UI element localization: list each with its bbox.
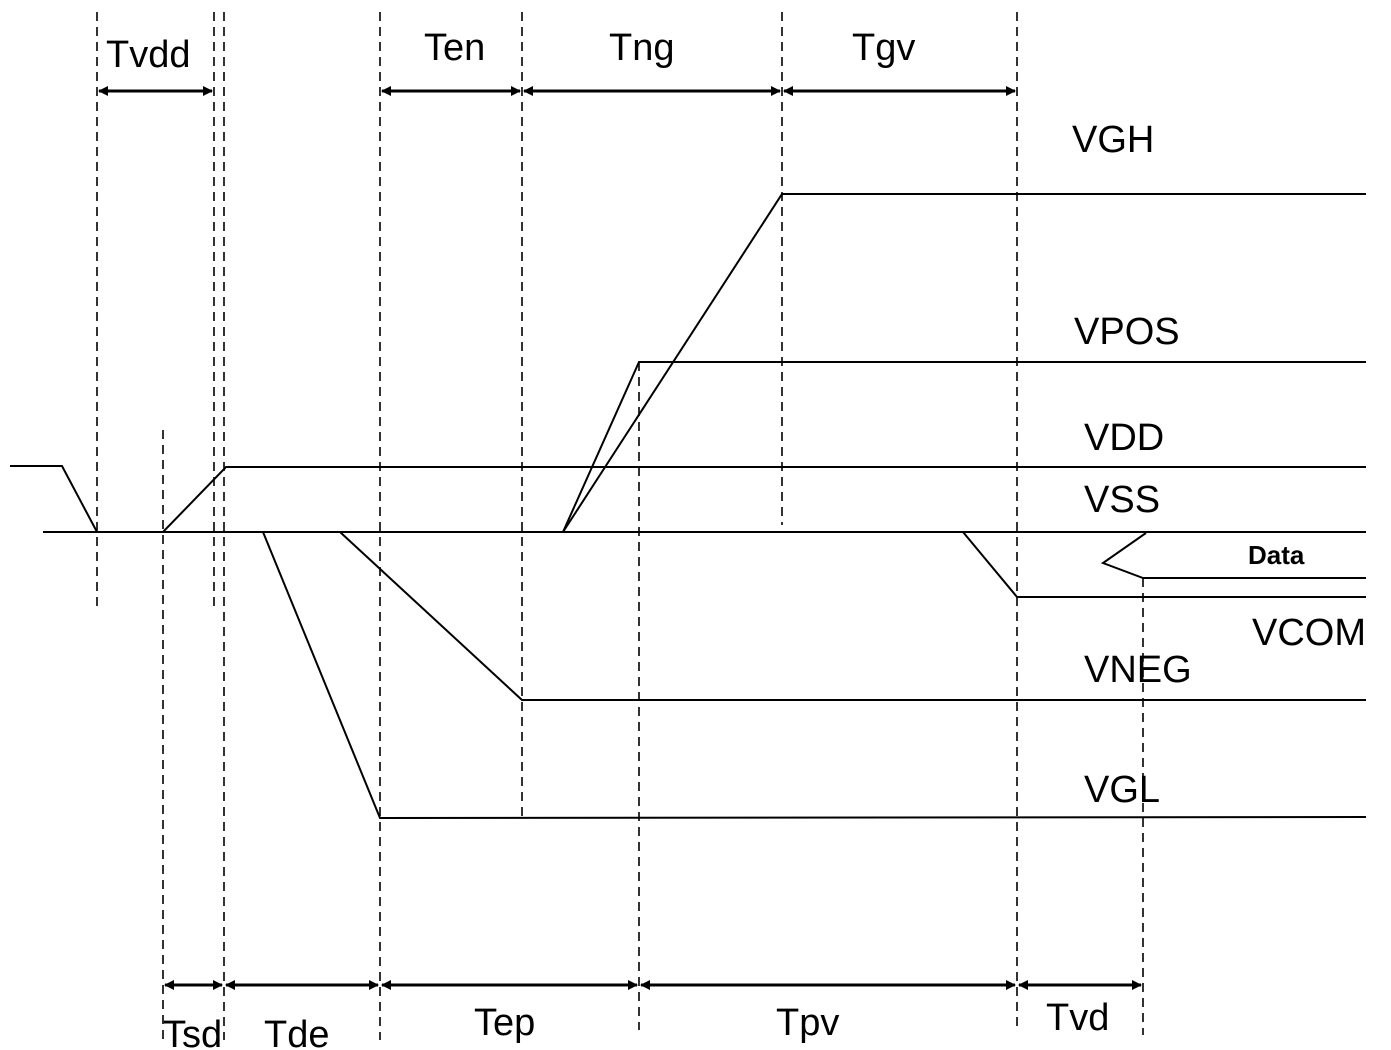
vcom-waveform	[963, 532, 1366, 597]
tvdd-label: Tvdd	[106, 34, 190, 76]
tpv-label: Tpv	[776, 1002, 839, 1044]
vpos-label: VPOS	[1074, 311, 1180, 353]
vneg-label: VNEG	[1084, 649, 1192, 691]
vdd-label: VDD	[1084, 417, 1164, 459]
vgh-label: VGH	[1072, 119, 1154, 161]
vss-label: VSS	[1084, 479, 1160, 521]
data-waveform	[1103, 533, 1366, 578]
vneg-waveform	[340, 532, 1366, 700]
vpos-waveform	[563, 362, 1366, 532]
tde-label: Tde	[264, 1014, 329, 1050]
tng-label: Tng	[609, 27, 674, 69]
vgl-waveform	[263, 532, 1366, 818]
vcom-label: VCOM	[1252, 612, 1366, 654]
tvd-label: Tvd	[1046, 997, 1109, 1039]
tgv-label: Tgv	[852, 27, 915, 69]
data-label: Data	[1248, 540, 1305, 570]
ten-label: Ten	[424, 27, 485, 69]
vgl-label: VGL	[1084, 769, 1160, 811]
guide-lines	[97, 12, 1143, 1040]
tep-label: Tep	[474, 1002, 535, 1044]
tsd-label: Tsd	[163, 1014, 222, 1050]
